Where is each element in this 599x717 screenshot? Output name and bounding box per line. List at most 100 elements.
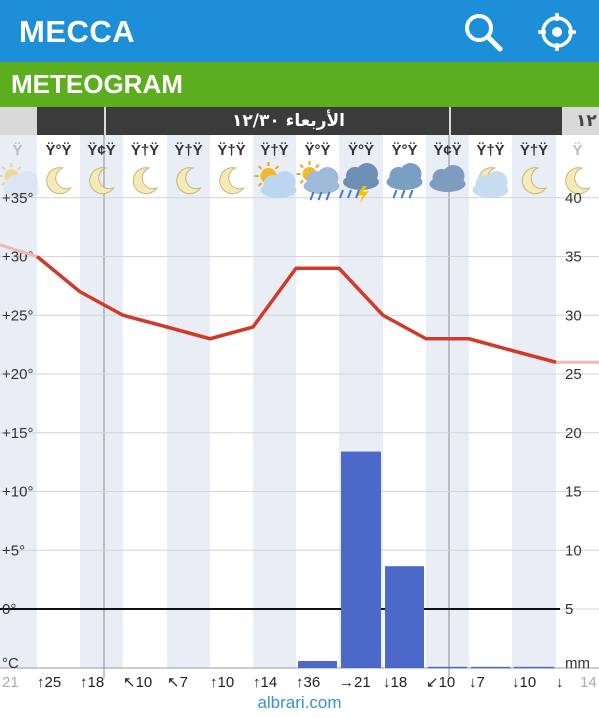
sun-ray	[17, 166, 22, 171]
sun-ray	[1, 166, 6, 171]
column-stripe	[37, 135, 80, 668]
wind-label: 21	[2, 674, 19, 691]
lightning-bolt	[357, 186, 369, 204]
wind-label: ↑10	[210, 674, 234, 691]
sun-ray	[315, 164, 320, 169]
precip-bar	[471, 666, 510, 669]
temp-tick-label: +20°	[2, 366, 33, 383]
hour-label: Ÿ°Ÿ	[348, 142, 374, 159]
moon-icon	[89, 167, 115, 195]
hour-label: Ÿ†Ÿ	[260, 142, 288, 159]
hour-label: Ÿ¢Ÿ	[433, 142, 461, 159]
rain-drop	[400, 189, 406, 199]
wind-label: ↑18	[80, 674, 104, 691]
temp-tick-label: +10°	[2, 484, 33, 501]
precip-bar	[298, 660, 337, 668]
temp-tick-label: +5°	[2, 542, 25, 559]
day-divider	[449, 107, 451, 135]
hour-label: Ÿ°Ÿ	[391, 142, 417, 159]
cloud-part	[399, 163, 422, 185]
precip-tick-label: 30	[565, 307, 582, 324]
wind-label: ↖10	[123, 674, 152, 691]
partly-cloudy-icon	[0, 163, 40, 198]
column-stripe	[253, 135, 296, 668]
column-stripe	[80, 135, 123, 668]
rain-cloud-icon	[386, 163, 423, 199]
wind-label: ↑25	[37, 674, 61, 691]
sun-cloud-icon	[254, 162, 297, 198]
watermark: albrari.com	[257, 693, 342, 712]
precip-tick-label: 35	[565, 249, 582, 266]
sun-ray	[1, 181, 6, 186]
wind-label: ↑36	[296, 674, 320, 691]
rain-drop	[317, 191, 323, 201]
precip-tick-label: 40	[565, 190, 582, 207]
column-stripe	[167, 135, 210, 668]
sun-ray	[257, 165, 263, 170]
moon-cloud-icon	[472, 167, 509, 198]
wind-label: ↖7	[167, 674, 188, 691]
hour-label: Ÿ	[12, 142, 22, 159]
temp-line	[35, 255, 557, 364]
date-label: الأربعاء ١٢/٣٠	[232, 111, 345, 131]
thunderstorm-icon	[339, 163, 379, 204]
column-stripe	[0, 135, 37, 668]
precip-tick-label: mm	[565, 655, 590, 672]
precip-tick-label: 10	[565, 542, 582, 559]
moon-shape	[46, 167, 72, 195]
cloud-part	[316, 167, 339, 189]
moon-shape	[132, 167, 159, 195]
precip-tick-label: 20	[565, 425, 582, 442]
moon-icon	[176, 167, 202, 195]
footer: albrari.com	[0, 693, 599, 717]
column-stripe	[426, 135, 469, 668]
cloud-part	[356, 163, 378, 185]
wind-label: ↙10	[426, 674, 455, 691]
cloud-icon	[429, 165, 466, 192]
sun-cloud-rain-icon	[296, 161, 340, 201]
precip-bar	[514, 666, 554, 669]
moon-icon	[46, 167, 72, 195]
hour-label: Ÿ†Ÿ	[217, 142, 245, 159]
hour-label: Ÿ¢Ÿ	[87, 142, 115, 159]
moon-icon	[565, 167, 591, 195]
hour-label: Ÿ†Ÿ	[520, 142, 548, 159]
column-stripe	[556, 135, 599, 668]
top-header-bar: MECCA	[0, 0, 599, 62]
moon-shape	[521, 167, 548, 195]
meteogram-header-bar: METEOGRAM	[0, 62, 599, 107]
date-bar: الأربعاء ١٢/٣٠ ١٢	[0, 107, 599, 135]
temp-tick-label: +35°	[2, 190, 33, 207]
wind-label: ↓18	[383, 674, 407, 691]
temp-line-faded	[0, 243, 38, 258]
next-date-label: ١٢	[576, 111, 597, 131]
cloud-part	[16, 171, 39, 193]
column-stripe	[123, 135, 167, 668]
sun-ray	[299, 164, 304, 169]
search-icon[interactable]	[463, 12, 503, 52]
city-title: MECCA	[19, 14, 136, 49]
cloud-part	[3, 182, 40, 198]
precip-bar	[341, 451, 381, 668]
moon-shape	[565, 167, 591, 195]
temp-tick-label: 0°	[2, 601, 16, 618]
wind-label: ↓7	[469, 674, 485, 691]
cloud-part	[485, 171, 508, 193]
hour-label: Ÿ†Ÿ	[476, 142, 504, 159]
rain-drop	[408, 189, 414, 199]
sun-ray	[257, 182, 263, 187]
rain-drop	[325, 191, 331, 201]
temp-tick-label: °C	[2, 655, 19, 672]
moon-icon	[521, 167, 548, 195]
meteogram-svg: Ÿ Ÿ°Ÿ Ÿ¢Ÿ Ÿ†Ÿ Ÿ†Ÿ Ÿ†Ÿ Ÿ†Ÿ Ÿ°Ÿ Ÿ°Ÿ Ÿ°Ÿ Ÿ¢Ÿ Ÿ†Ÿ Ÿ†Ÿ Ÿ +3…	[0, 135, 599, 691]
moon-shape	[176, 167, 202, 195]
crosshair-locate-icon[interactable]	[537, 12, 577, 52]
temp-tick-label: +25°	[2, 307, 33, 324]
meteogram-chart: Ÿ Ÿ°Ÿ Ÿ¢Ÿ Ÿ†Ÿ Ÿ†Ÿ Ÿ†Ÿ Ÿ†Ÿ Ÿ°Ÿ Ÿ°Ÿ Ÿ°Ÿ Ÿ¢Ÿ Ÿ†Ÿ Ÿ†Ÿ Ÿ +3…	[0, 135, 599, 695]
moon-shape	[219, 167, 245, 195]
cloud-part	[6, 175, 25, 193]
column-stripe	[469, 135, 512, 668]
day-divider	[104, 107, 106, 135]
sun-disc	[4, 169, 19, 183]
cloud-part	[273, 171, 296, 193]
